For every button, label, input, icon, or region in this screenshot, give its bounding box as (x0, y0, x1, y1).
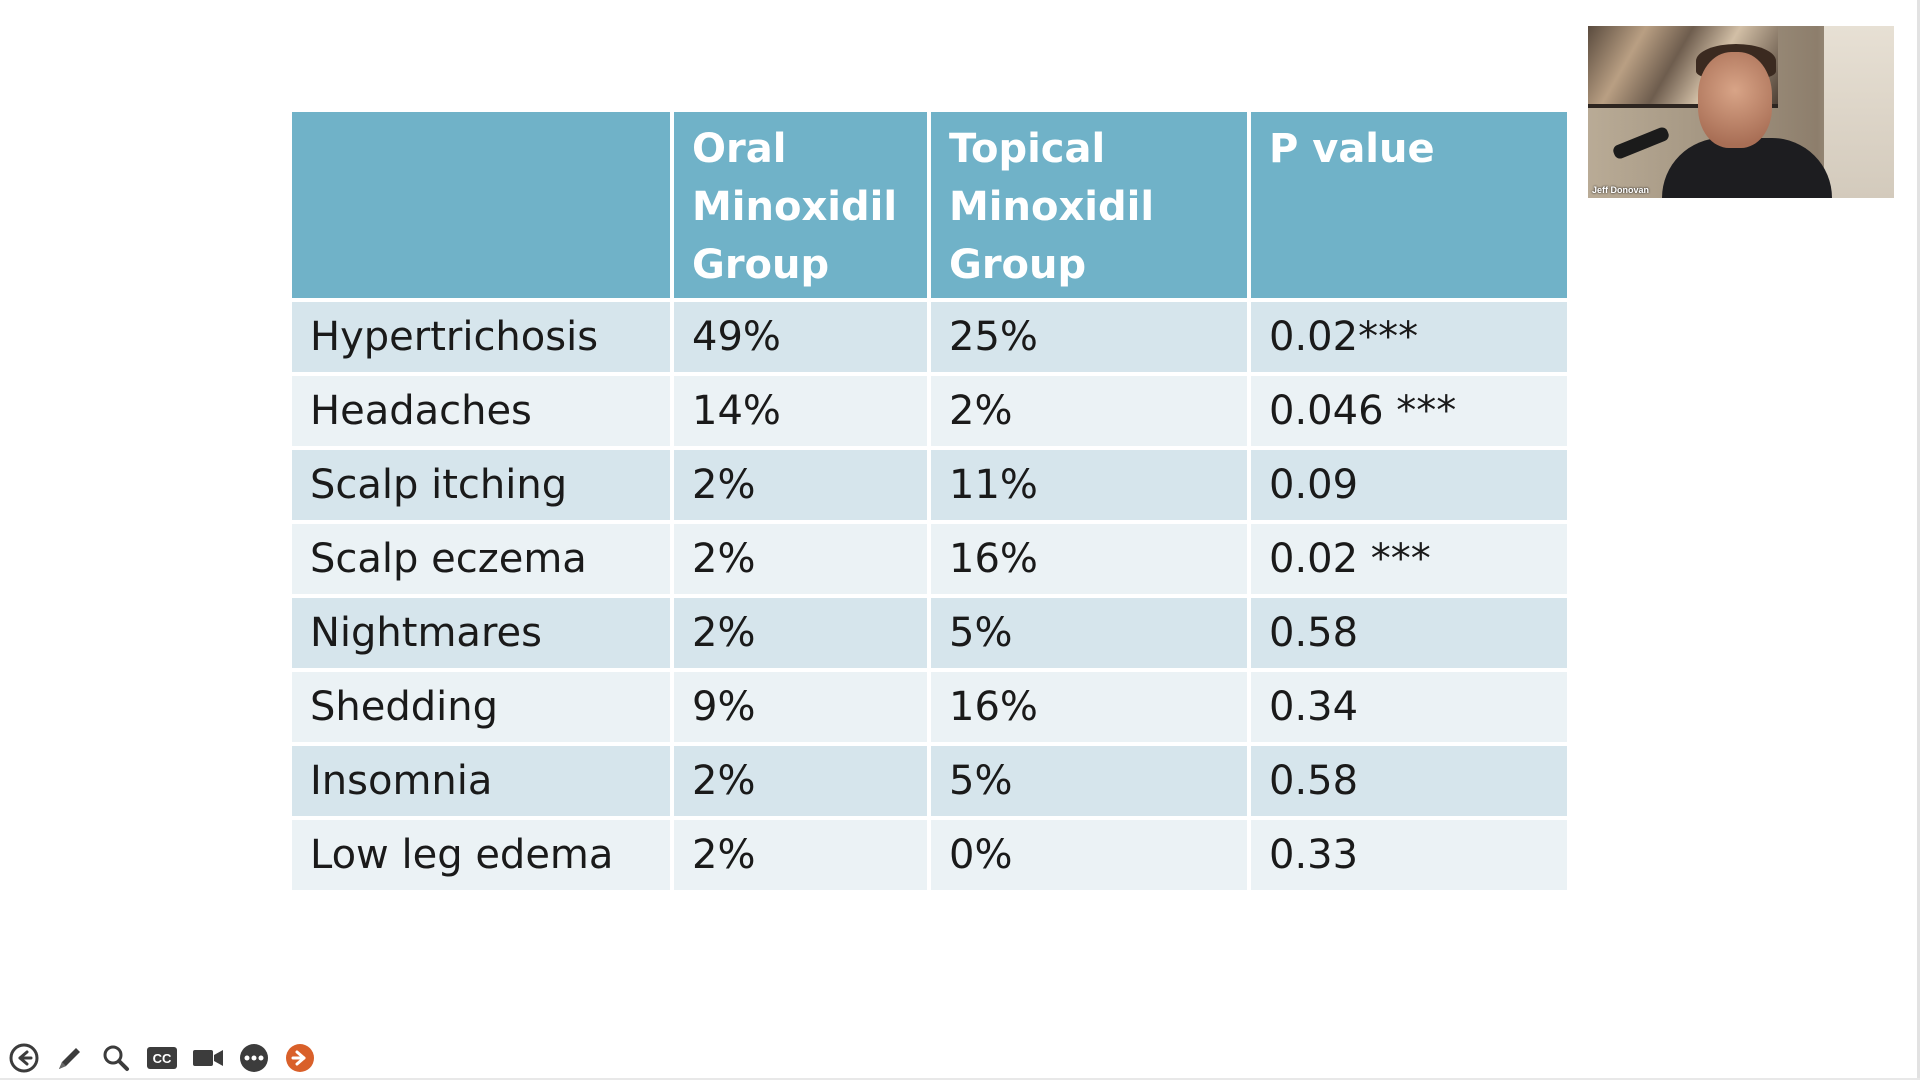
more-options-button[interactable] (234, 1040, 274, 1076)
webcam-person-head (1698, 52, 1772, 148)
header-cell-oral: Oral Minoxidil Group (674, 112, 927, 298)
row-label: Hypertrichosis (292, 302, 670, 372)
row-label: Insomnia (292, 746, 670, 816)
row-label: Shedding (292, 672, 670, 742)
oral-value: 14% (674, 376, 927, 446)
row-label: Headaches (292, 376, 670, 446)
slide-bottom-border (0, 1078, 1920, 1080)
arrow-right-circle-icon (286, 1044, 314, 1072)
row-label: Low leg edema (292, 820, 670, 890)
p-value: 0.046 *** (1251, 376, 1567, 446)
header-cell-blank (292, 112, 670, 298)
zoom-button[interactable] (96, 1040, 136, 1076)
p-value: 0.09 (1251, 450, 1567, 520)
header-cell-topical: Topical Minoxidil Group (931, 112, 1247, 298)
row-label: Scalp itching (292, 450, 670, 520)
webcam-person-body (1662, 138, 1832, 198)
table-row: Insomnia 2% 5% 0.58 (292, 746, 1567, 816)
slideshow-controls: CC (4, 1040, 326, 1076)
row-label: Nightmares (292, 598, 670, 668)
pen-button[interactable] (50, 1040, 90, 1076)
next-slide-button[interactable] (280, 1040, 320, 1076)
arrow-left-circle-icon (9, 1043, 39, 1073)
participant-name-tag: Jeff Donovan (1592, 185, 1650, 195)
topical-value: 5% (931, 746, 1247, 816)
cc-icon: CC (147, 1047, 177, 1069)
p-value: 0.58 (1251, 746, 1567, 816)
side-effects-table: Oral Minoxidil Group Topical Minoxidil G… (288, 108, 1571, 894)
oral-value: 2% (674, 746, 927, 816)
table-row: Scalp itching 2% 11% 0.09 (292, 450, 1567, 520)
p-value: 0.02*** (1251, 302, 1567, 372)
oral-value: 2% (674, 450, 927, 520)
topical-value: 5% (931, 598, 1247, 668)
table-row: Scalp eczema 2% 16% 0.02 *** (292, 524, 1567, 594)
oral-value: 2% (674, 524, 927, 594)
header-cell-p-value: P value (1251, 112, 1567, 298)
p-value: 0.34 (1251, 672, 1567, 742)
oral-value: 2% (674, 820, 927, 890)
magnifier-icon (103, 1045, 129, 1071)
video-camera-icon (193, 1050, 223, 1066)
table-row: Hypertrichosis 49% 25% 0.02*** (292, 302, 1567, 372)
p-value: 0.02 *** (1251, 524, 1567, 594)
topical-value: 25% (931, 302, 1247, 372)
captions-button[interactable]: CC (142, 1040, 182, 1076)
oral-value: 9% (674, 672, 927, 742)
table-header-row: Oral Minoxidil Group Topical Minoxidil G… (292, 112, 1567, 298)
table-row: Headaches 14% 2% 0.046 *** (292, 376, 1567, 446)
ellipsis-icon (240, 1044, 268, 1072)
table-row: Low leg edema 2% 0% 0.33 (292, 820, 1567, 890)
oral-value: 2% (674, 598, 927, 668)
camera-button[interactable] (188, 1040, 228, 1076)
oral-value: 49% (674, 302, 927, 372)
previous-slide-button[interactable] (4, 1040, 44, 1076)
topical-value: 16% (931, 672, 1247, 742)
slide-right-border (1917, 0, 1920, 1080)
topical-value: 16% (931, 524, 1247, 594)
table-row: Shedding 9% 16% 0.34 (292, 672, 1567, 742)
topical-value: 11% (931, 450, 1247, 520)
topical-value: 2% (931, 376, 1247, 446)
table-row: Nightmares 2% 5% 0.58 (292, 598, 1567, 668)
svg-text:CC: CC (153, 1051, 172, 1066)
p-value: 0.33 (1251, 820, 1567, 890)
p-value: 0.58 (1251, 598, 1567, 668)
topical-value: 0% (931, 820, 1247, 890)
pencil-icon (59, 1048, 80, 1069)
webcam-window (1824, 26, 1894, 198)
webcam-video-tile[interactable]: Jeff Donovan (1588, 26, 1894, 198)
row-label: Scalp eczema (292, 524, 670, 594)
